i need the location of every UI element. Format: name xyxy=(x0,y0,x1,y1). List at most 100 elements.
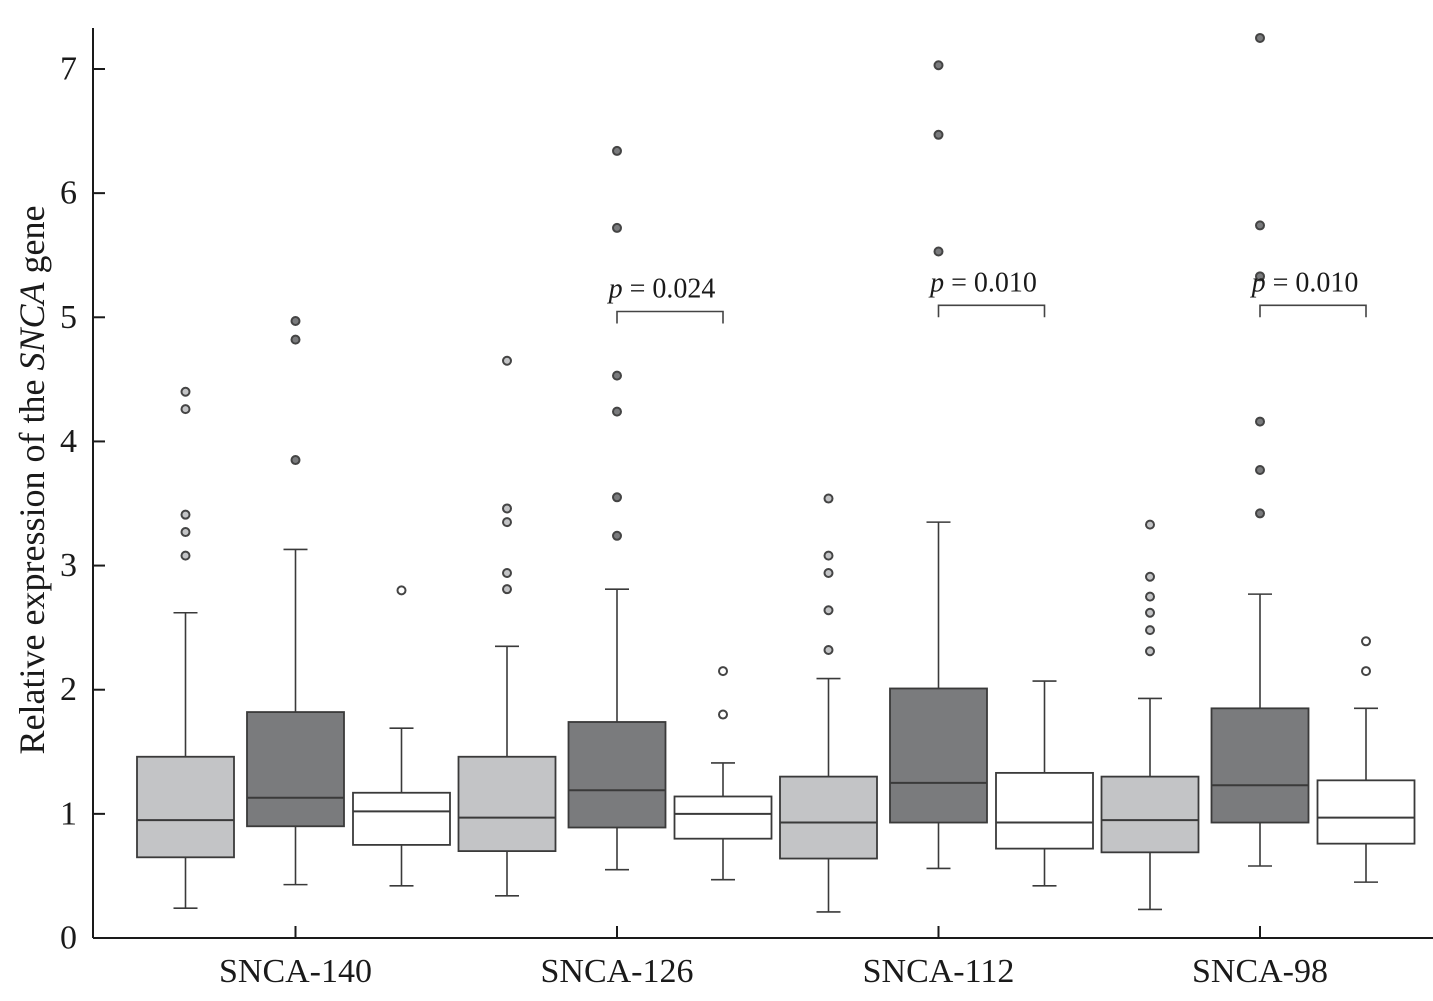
outlier-point xyxy=(1361,666,1371,677)
outlier-point xyxy=(612,145,622,156)
outlier-point xyxy=(1255,271,1265,282)
significance-bracket: p = 0.024 xyxy=(607,273,724,324)
outlier-point xyxy=(502,517,512,528)
p-value-number: = 0.010 xyxy=(944,267,1037,298)
y-tick-label: 0 xyxy=(60,920,77,957)
outlier-point xyxy=(1145,607,1155,618)
x-tick-label: SNCA-112 xyxy=(863,953,1015,990)
y-tick-label: 4 xyxy=(60,423,77,460)
annotation-layer: p = 0.024 p = 0.010 p = 0.010 xyxy=(607,267,1367,324)
box-iqr xyxy=(673,795,773,840)
outlier-point xyxy=(180,509,191,520)
outlier-point xyxy=(1145,591,1155,602)
outlier-point xyxy=(1255,220,1265,231)
significance-bracket: p = 0.010 xyxy=(1250,267,1367,318)
box-1 xyxy=(136,386,235,910)
box-iqr xyxy=(136,755,235,859)
outlier-point xyxy=(823,493,834,504)
box-iqr xyxy=(1316,779,1416,845)
outlier-point xyxy=(612,222,622,233)
outlier-point xyxy=(612,492,622,503)
outlier-point xyxy=(718,666,728,677)
y-axis-title-prefix: Relative expression of the xyxy=(12,371,52,755)
outlier-point xyxy=(290,334,301,345)
outlier-point xyxy=(180,386,191,397)
p-value-number: = 0.024 xyxy=(623,273,716,304)
outlier-point xyxy=(502,355,512,366)
outlier-point xyxy=(612,530,622,541)
y-tick-label: 2 xyxy=(60,671,77,708)
outlier-point xyxy=(823,605,834,616)
p-value-symbol: p xyxy=(1250,267,1266,298)
outlier-point xyxy=(1145,571,1155,582)
box-3 xyxy=(352,585,451,887)
outlier-point xyxy=(612,370,622,381)
box-1 xyxy=(1100,519,1200,911)
box-1 xyxy=(457,355,557,897)
outlier-point xyxy=(823,644,834,655)
bracket-line xyxy=(937,304,1046,318)
box-2 xyxy=(1210,32,1310,867)
p-value-symbol: p xyxy=(607,273,623,304)
bracket-line xyxy=(1259,304,1367,318)
y-tick-label: 7 xyxy=(60,51,77,88)
bracket-line xyxy=(616,310,724,324)
x-tick-label: SNCA-140 xyxy=(219,953,372,990)
y-axis-title-gene: SNCA xyxy=(12,282,52,371)
outlier-point xyxy=(290,455,301,466)
box-3 xyxy=(673,666,773,881)
box-2 xyxy=(567,145,667,871)
outlier-point xyxy=(933,60,944,71)
outlier-point xyxy=(1145,519,1155,530)
p-value-label: p = 0.010 xyxy=(928,267,1037,298)
outlier-point xyxy=(1255,32,1265,43)
significance-bracket: p = 0.010 xyxy=(928,267,1046,318)
p-value-symbol: p xyxy=(928,267,944,298)
outlier-point xyxy=(180,527,191,538)
outlier-point xyxy=(933,246,944,257)
outlier-point xyxy=(823,568,834,579)
outlier-point xyxy=(502,568,512,579)
outlier-point xyxy=(1255,464,1265,475)
outlier-point xyxy=(823,550,834,561)
box-1 xyxy=(779,493,878,913)
y-tick-label: 1 xyxy=(60,795,77,832)
outlier-point xyxy=(180,404,191,415)
p-value-label: p = 0.010 xyxy=(1250,267,1359,298)
y-tick-label: 6 xyxy=(60,175,77,212)
outlier-point xyxy=(933,129,944,140)
box-iqr xyxy=(995,771,1094,850)
box-iqr xyxy=(889,687,988,824)
y-axis-title-suffix: gene xyxy=(12,206,52,283)
outlier-point xyxy=(290,316,301,327)
outlier-point xyxy=(718,709,728,720)
outlier-point xyxy=(1361,636,1371,647)
x-tick-label: SNCA-126 xyxy=(540,953,693,990)
x-tick-label: SNCA-98 xyxy=(1192,953,1328,990)
p-value-number: = 0.010 xyxy=(1266,267,1359,298)
outlier-point xyxy=(502,584,512,595)
plot-layer xyxy=(136,32,1416,913)
box-iqr xyxy=(246,711,345,828)
box-iqr xyxy=(352,791,451,846)
box-iqr xyxy=(1100,775,1200,854)
axis-layer: Relative expression of the SNCA gene 0 1 2… xyxy=(12,28,1433,990)
box-iqr xyxy=(457,755,557,852)
box-2 xyxy=(246,316,345,886)
outlier-point xyxy=(502,503,512,514)
box-iqr xyxy=(567,721,667,829)
outlier-point xyxy=(612,406,622,417)
outlier-point xyxy=(396,585,407,596)
p-value-label: p = 0.024 xyxy=(607,273,716,304)
box-iqr xyxy=(779,775,878,860)
outlier-point xyxy=(180,550,191,561)
y-tick-label: 5 xyxy=(60,299,77,336)
outlier-point xyxy=(1255,508,1265,519)
box-2 xyxy=(889,60,988,870)
box-iqr xyxy=(1210,707,1310,824)
box-3 xyxy=(995,680,1094,887)
outlier-point xyxy=(1255,416,1265,427)
outlier-point xyxy=(1145,625,1155,636)
